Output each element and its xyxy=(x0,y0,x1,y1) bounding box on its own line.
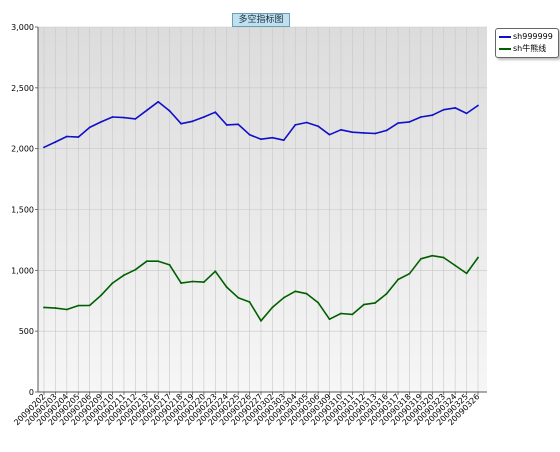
data-point-0 xyxy=(180,122,182,125)
data-point-0 xyxy=(294,124,297,126)
data-point-1 xyxy=(340,312,342,315)
data-point-0 xyxy=(431,114,434,117)
legend-swatch-sh-bull-bear xyxy=(499,47,511,50)
data-point-0 xyxy=(77,136,80,139)
data-point-1 xyxy=(465,272,468,275)
data-point-1 xyxy=(362,303,365,306)
data-point-0 xyxy=(351,131,354,134)
data-point-0 xyxy=(100,121,103,123)
data-point-1 xyxy=(225,286,228,289)
data-point-1 xyxy=(77,304,80,307)
legend-entry-sh999999: sh999999 xyxy=(499,31,553,43)
data-point-1 xyxy=(145,260,148,263)
data-point-0 xyxy=(168,110,171,112)
data-point-0 xyxy=(385,129,388,132)
data-point-0 xyxy=(157,100,160,103)
data-point-1 xyxy=(191,280,194,283)
data-point-1 xyxy=(408,272,411,275)
data-point-1 xyxy=(214,270,217,273)
y-tick-label: 0 xyxy=(29,388,34,397)
data-point-1 xyxy=(271,306,274,309)
y-tick-label: 500 xyxy=(19,327,34,336)
data-point-1 xyxy=(157,260,160,263)
data-point-0 xyxy=(454,107,457,109)
data-point-1 xyxy=(202,281,205,284)
data-point-0 xyxy=(317,125,320,128)
data-point-0 xyxy=(419,116,422,118)
data-point-1 xyxy=(88,304,91,307)
y-tick-label: 2,500 xyxy=(11,84,34,93)
legend-label-sh999999: sh999999 xyxy=(513,32,553,41)
data-point-0 xyxy=(191,120,194,123)
data-point-0 xyxy=(260,138,262,141)
data-point-1 xyxy=(374,302,377,304)
data-point-1 xyxy=(111,282,114,285)
data-point-1 xyxy=(317,301,320,304)
data-point-1 xyxy=(442,256,445,259)
data-point-1 xyxy=(282,296,285,299)
data-point-1 xyxy=(294,290,297,293)
data-point-1 xyxy=(100,294,103,297)
data-point-1 xyxy=(237,296,240,299)
legend-swatch-sh999999 xyxy=(499,35,511,38)
data-point-0 xyxy=(88,126,91,129)
data-point-1 xyxy=(248,301,251,303)
data-point-0 xyxy=(408,121,411,123)
legend: sh999999 sh牛熊线 xyxy=(495,28,559,58)
legend-entry-sh-bull-bear: sh牛熊线 xyxy=(499,43,546,55)
data-point-0 xyxy=(145,109,148,112)
data-point-0 xyxy=(305,121,308,124)
data-point-0 xyxy=(374,132,377,135)
y-tick-label: 1,000 xyxy=(11,266,34,275)
data-point-1 xyxy=(431,254,434,257)
data-point-0 xyxy=(271,136,274,139)
legend-label-sh-bull-bear: sh牛熊线 xyxy=(513,44,547,53)
data-point-0 xyxy=(362,131,365,134)
data-point-0 xyxy=(225,124,228,126)
data-point-0 xyxy=(340,128,342,131)
data-point-1 xyxy=(123,274,125,277)
data-point-0 xyxy=(477,104,479,107)
data-point-1 xyxy=(180,282,182,285)
data-point-0 xyxy=(54,141,57,143)
data-point-1 xyxy=(419,257,422,260)
data-point-0 xyxy=(43,146,45,149)
chart-title: 多空指标图 xyxy=(232,13,290,27)
data-point-0 xyxy=(134,117,137,120)
data-point-0 xyxy=(328,133,331,136)
data-point-0 xyxy=(111,116,114,118)
data-point-1 xyxy=(328,318,331,321)
data-point-0 xyxy=(442,108,445,111)
y-tick-label: 1,500 xyxy=(11,206,34,215)
data-point-1 xyxy=(65,308,68,311)
y-tick-label: 2,000 xyxy=(11,145,34,154)
data-point-1 xyxy=(385,292,388,295)
data-point-1 xyxy=(54,307,57,309)
data-point-0 xyxy=(123,116,125,119)
data-point-1 xyxy=(134,268,137,271)
data-point-1 xyxy=(477,256,479,259)
data-point-1 xyxy=(351,313,354,316)
data-point-0 xyxy=(65,135,68,138)
data-point-0 xyxy=(214,111,217,114)
data-point-0 xyxy=(465,112,468,115)
data-point-1 xyxy=(305,292,308,295)
data-point-0 xyxy=(237,123,240,126)
data-point-0 xyxy=(248,133,251,136)
data-point-1 xyxy=(168,263,171,266)
data-point-0 xyxy=(282,139,285,142)
data-point-1 xyxy=(397,278,399,281)
y-tick-label: 3,000 xyxy=(11,23,34,32)
data-point-0 xyxy=(397,122,399,125)
data-point-0 xyxy=(202,116,205,118)
data-point-1 xyxy=(260,319,262,322)
data-point-1 xyxy=(454,264,457,267)
data-point-1 xyxy=(43,306,45,309)
